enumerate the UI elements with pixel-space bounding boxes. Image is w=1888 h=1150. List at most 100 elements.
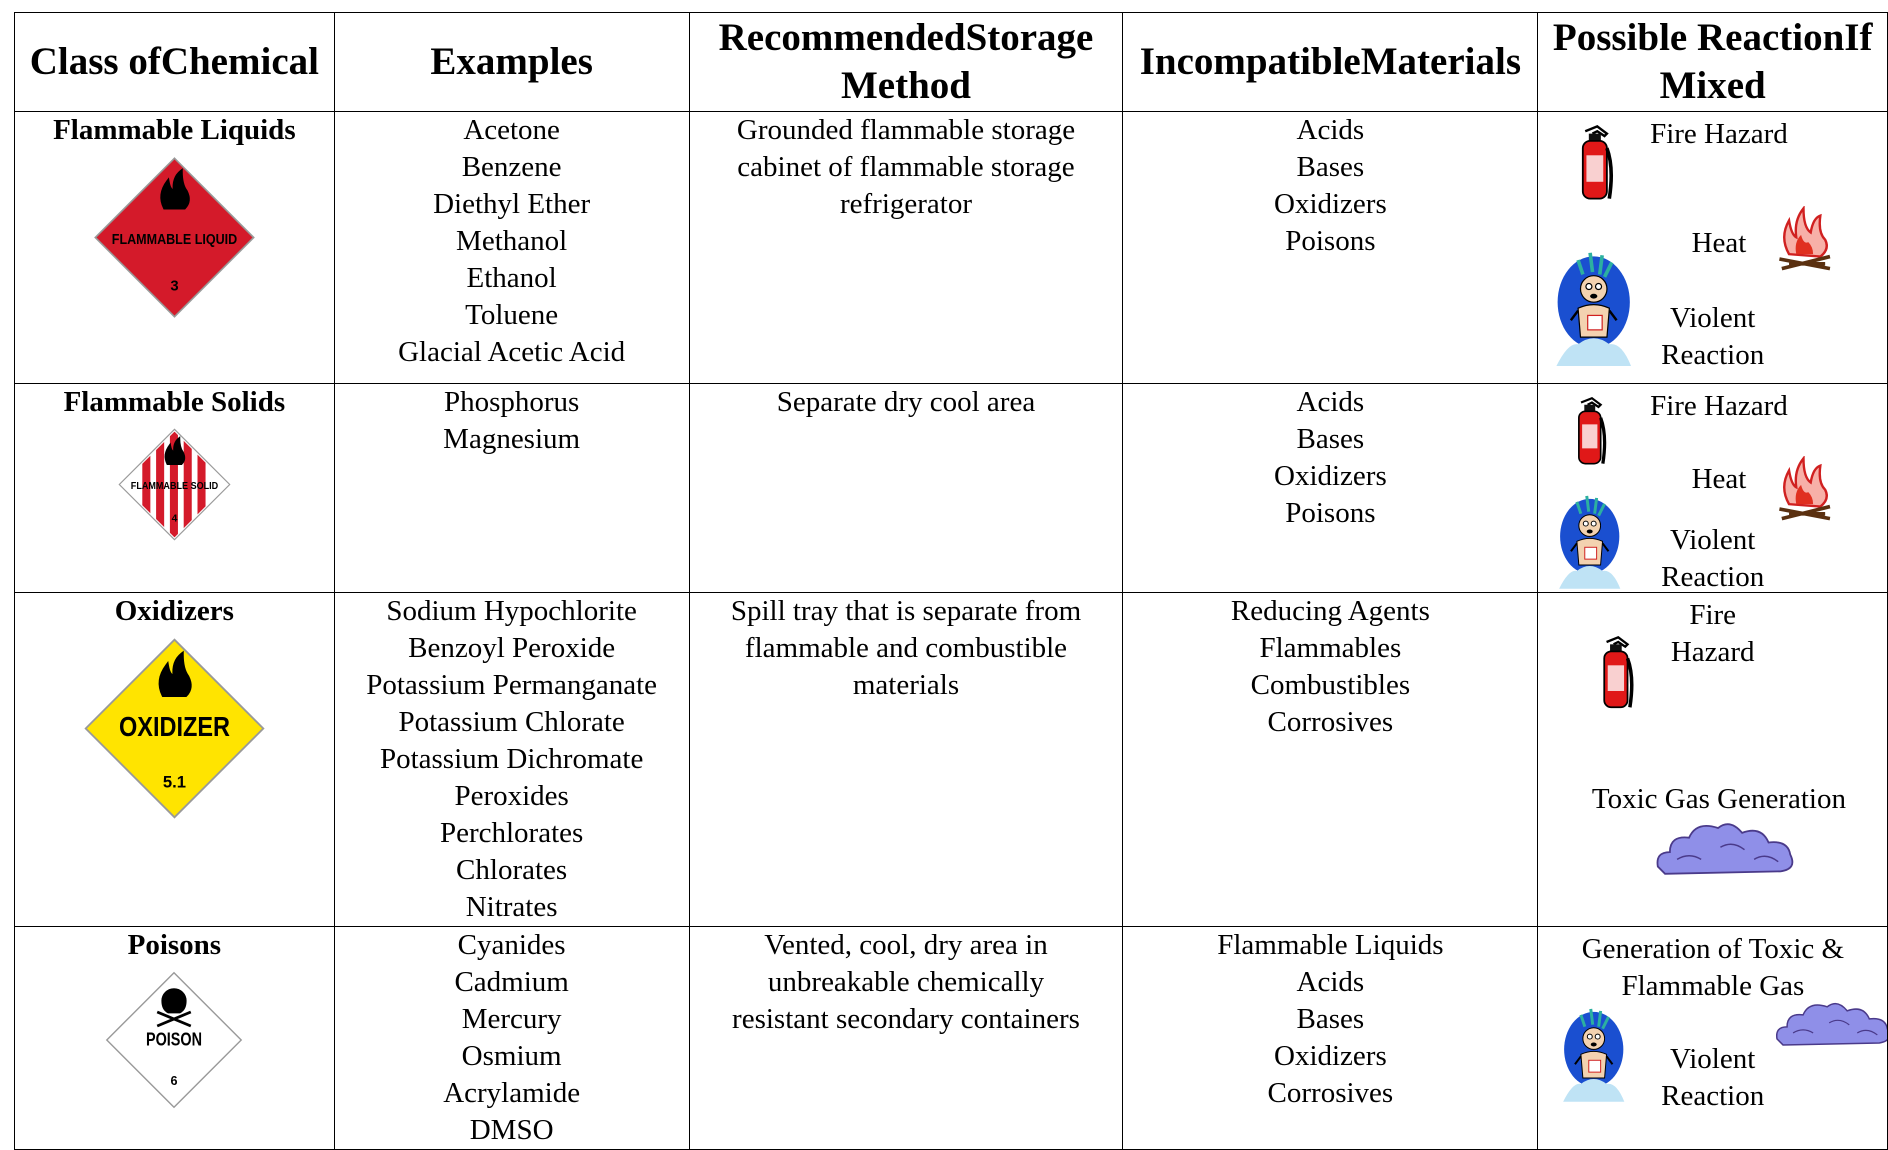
hazard-placard: FLAMMABLE LIQUID 3: [93, 157, 255, 318]
header-cell: Class ofChemical: [14, 12, 335, 112]
example: Osmium: [461, 1040, 562, 1072]
reaction-cell: Fire Hazard Toxic Gas Generation: [1537, 592, 1888, 927]
example: DMSO: [469, 1114, 554, 1146]
person-icon: [1556, 492, 1623, 591]
ext-icon: [1599, 635, 1635, 710]
examples-cell: Phosphorus Magnesium: [333, 383, 690, 593]
storage-line: Spill tray that is separate from: [730, 595, 1082, 627]
example: Potassium Dichromate: [379, 743, 644, 775]
placard-label: OXIDIZER: [119, 711, 230, 742]
example: Sodium Hypochlorite: [386, 595, 637, 627]
example: Acetone: [463, 114, 560, 146]
incompatible-material: Corrosives: [1267, 706, 1394, 738]
header-cell: IncompatibleMaterials: [1122, 12, 1539, 112]
placard-number: 5.1: [163, 773, 186, 792]
header-line: Storage Method: [840, 16, 1094, 107]
examples-cell: Acetone Benzene Diethyl Ether Methanol Ethan…: [333, 111, 690, 384]
header-line: Possible Reaction: [1552, 16, 1845, 59]
placard-number: 3: [170, 278, 178, 294]
person-icon: [1554, 1005, 1633, 1104]
reaction: Heat: [1691, 463, 1747, 496]
placard-number: 6: [171, 1074, 178, 1088]
example: Potassium Permanganate: [366, 669, 658, 701]
example: Nitrates: [465, 891, 558, 923]
storage-cell: Vented, cool, dry area in unbreakable che…: [688, 926, 1124, 1150]
cloud-icon: [1653, 816, 1797, 876]
reaction: Violent Reaction: [1661, 301, 1765, 371]
class-cell: Flammable Liquids FLAMMABLE LIQUID 3: [14, 111, 335, 384]
reaction: Fire Hazard: [1650, 117, 1788, 150]
storage-line: Separate dry cool area: [776, 386, 1036, 418]
header-line: Recommended: [718, 16, 966, 59]
placard-symbol: [160, 168, 190, 210]
person-icon: [1554, 248, 1633, 368]
incompatible-material: Poisons: [1285, 225, 1376, 257]
class-cell: Flammable Solids FLAMMABLE SOLID 4: [14, 383, 335, 593]
reaction: Heat: [1691, 227, 1747, 260]
header-line: Chemical: [160, 40, 319, 83]
incompatible-cell: Flammable Liquids Acids Bases Oxidizers Corr…: [1122, 926, 1539, 1150]
table-row: Flammable Liquids FLAMMABLE LIQUID 3 Aceton…: [14, 111, 1888, 384]
example: Acrylamide: [443, 1077, 581, 1109]
storage-cell: Grounded flammable storage cabinet of fla…: [688, 111, 1124, 384]
storage-line: materials: [852, 669, 960, 701]
ext-icon: [1574, 396, 1608, 466]
incompatible-material: Combustibles: [1250, 669, 1411, 701]
table-row: Poisons POISON 6 Cyanides Cadmium Mercury Osmi…: [14, 926, 1888, 1150]
reaction: Toxic Gas Generation: [1591, 782, 1846, 815]
hazard-placard: POISON 6: [106, 971, 243, 1109]
example: Glacial Acetic Acid: [398, 336, 626, 368]
incompatible-material: Reducing Agents: [1230, 595, 1430, 627]
incompatible-cell: Acids Bases Oxidizers Poisons: [1122, 383, 1539, 593]
placard-diamond: [93, 157, 255, 318]
placard-stripe: [155, 431, 164, 538]
header-line: If Mixed: [1659, 16, 1873, 107]
incompatible-material: Bases: [1296, 1003, 1365, 1035]
header-line: Incompatible: [1139, 40, 1361, 83]
storage-cell: Spill tray that is separate from flammabl…: [688, 592, 1124, 927]
placard-symbol: [157, 988, 192, 1028]
header-cell: RecommendedStorage Method: [688, 12, 1124, 112]
example: Ethanol: [466, 262, 557, 294]
storage-line: refrigerator: [839, 188, 972, 220]
ext-icon: [1578, 124, 1614, 201]
placard-symbol: [164, 436, 185, 465]
class-name: Oxidizers: [114, 595, 234, 627]
storage-line: resistant secondary containers: [732, 1003, 1080, 1035]
placard-symbol: [158, 650, 192, 698]
example: Phosphorus: [443, 386, 580, 418]
example: Perchlorates: [439, 817, 584, 849]
chemical-storage-table: Class ofChemical Examples RecommendedStora…: [14, 12, 1888, 1150]
class-name: Poisons: [127, 929, 222, 961]
incompatible-material: Flammables: [1259, 632, 1402, 664]
placard-stripe: [169, 431, 178, 538]
incompatible-material: Acids: [1296, 386, 1365, 418]
examples-cell: Cyanides Cadmium Mercury Osmium Acrylamide DM…: [333, 926, 690, 1150]
hazard-placard: FLAMMABLE SOLID 4: [118, 428, 231, 541]
example: Mercury: [461, 1003, 562, 1035]
reaction-cell: Fire Hazard Heat Violent Reaction: [1537, 111, 1888, 384]
table: Class ofChemical Examples RecommendedStora…: [14, 12, 1888, 1150]
placard-label: POISON: [146, 1030, 202, 1050]
incompatible-material: Acids: [1296, 114, 1365, 146]
reaction: Fire Hazard: [1650, 389, 1788, 422]
incompatible-material: Corrosives: [1267, 1077, 1394, 1109]
incompatible-material: Poisons: [1285, 497, 1376, 529]
placard-stripe: [142, 431, 151, 538]
reaction: Violent Reaction: [1661, 524, 1765, 593]
example: Cadmium: [454, 966, 569, 998]
fire-icon: [1777, 456, 1832, 523]
example: Chlorates: [456, 854, 568, 886]
example: Benzoyl Peroxide: [408, 632, 616, 664]
incompatible-material: Oxidizers: [1274, 1040, 1387, 1072]
storage-cell: Separate dry cool area: [688, 383, 1124, 593]
header-line: Class of: [29, 40, 161, 83]
header-line: Examples: [430, 40, 593, 83]
storage-line: flammable and combustible: [744, 632, 1068, 664]
reaction-cell: Fire Hazard Heat Violent Reaction: [1537, 383, 1888, 593]
header-line: Materials: [1360, 40, 1522, 83]
example: Cyanides: [457, 929, 566, 961]
storage-line: cabinet of flammable storage: [737, 151, 1075, 183]
class-cell: Poisons POISON 6: [14, 926, 335, 1150]
examples-cell: Sodium Hypochlorite Benzoyl Peroxide Potas…: [333, 592, 690, 927]
